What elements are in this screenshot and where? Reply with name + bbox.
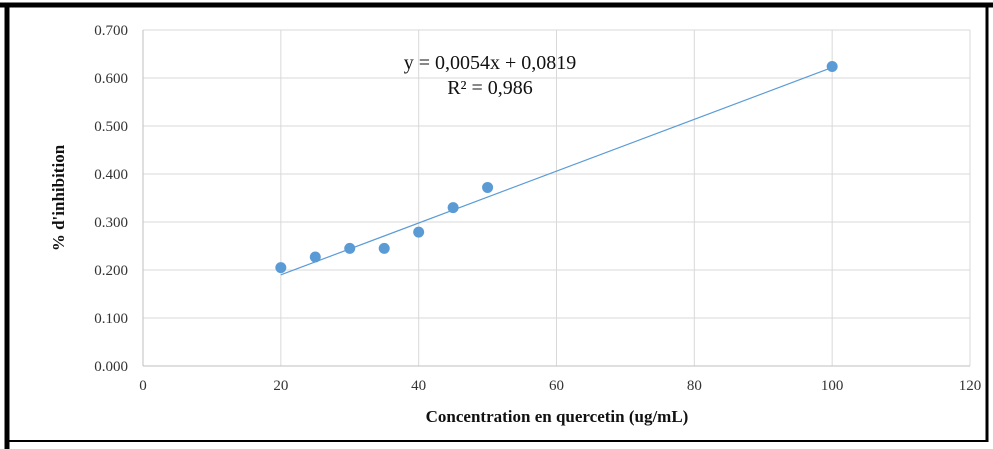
tick-labels: 0.000 0.100 0.200 0.300 0.400 0.500 0.600 0.700… xyxy=(94,23,981,394)
gridlines xyxy=(143,29,971,366)
x-tick-label: 100 xyxy=(821,378,844,394)
y-tick-label: 0.100 xyxy=(94,311,128,327)
data-point xyxy=(482,181,494,193)
y-tick-label: 0.400 xyxy=(94,167,128,183)
y-tick-label: 0.600 xyxy=(94,71,128,87)
y-tick-label: 0.300 xyxy=(94,215,128,231)
data-point xyxy=(826,60,838,72)
x-tick-label: 120 xyxy=(959,378,982,394)
x-tick-label: 80 xyxy=(687,378,702,394)
data-point xyxy=(309,251,321,263)
trendline-equation: y = 0,0054x + 0,0819 xyxy=(404,52,577,74)
data-point xyxy=(275,262,287,274)
x-tick-label: 40 xyxy=(411,378,426,394)
y-tick-label: 0.500 xyxy=(94,119,128,135)
data-point xyxy=(378,242,390,254)
data-point xyxy=(344,242,356,254)
y-tick-label: 0.700 xyxy=(94,23,128,39)
x-tick-label: 0 xyxy=(139,378,147,394)
x-tick-label: 20 xyxy=(273,378,288,394)
data-points xyxy=(275,60,838,274)
trendline xyxy=(280,66,833,276)
y-axis-title: % d'inhibition xyxy=(49,144,68,251)
y-tick-label: 0.200 xyxy=(94,263,128,279)
y-tick-label: 0.000 xyxy=(94,359,128,375)
x-axis-title: Concentration en quercetin (ug/mL) xyxy=(426,407,689,426)
axes xyxy=(142,30,970,367)
x-tick-label: 60 xyxy=(549,378,564,394)
data-point xyxy=(447,202,459,214)
data-point xyxy=(413,226,425,238)
r-squared-label: R² = 0,986 xyxy=(447,77,533,99)
trendline-layer xyxy=(280,66,833,276)
